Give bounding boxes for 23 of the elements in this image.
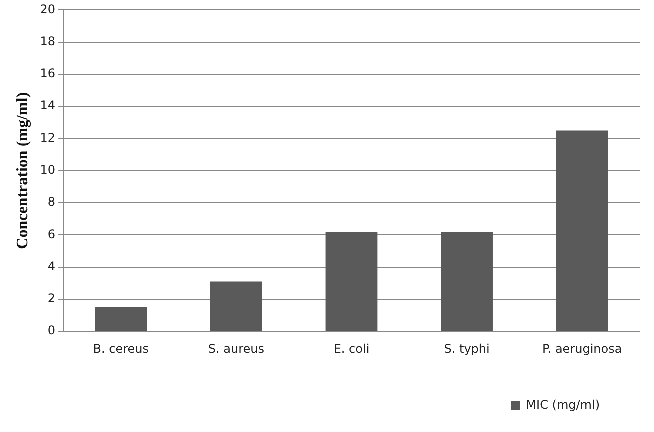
y-tick-label: 20 — [40, 2, 56, 16]
bar — [556, 130, 608, 332]
legend-label: MIC (mg/ml) — [526, 398, 600, 412]
bar — [326, 232, 378, 332]
y-tick-label: 10 — [40, 163, 56, 178]
bar — [441, 232, 493, 332]
x-tick-label: S. aureus — [208, 342, 264, 356]
y-tick-label: 12 — [40, 130, 56, 145]
y-axis-title: Concentration (mg/ml) — [14, 92, 32, 250]
y-tick-label: 14 — [40, 98, 56, 113]
y-tick-label: 6 — [48, 227, 56, 242]
x-tick-label: E. coli — [334, 342, 370, 356]
x-tick-label: B. cereus — [93, 342, 150, 356]
bar — [210, 282, 262, 332]
x-tick-label: S. typhi — [444, 342, 490, 356]
x-tick-label: P. aeruginosa — [542, 342, 622, 356]
y-tick-label: 4 — [48, 259, 56, 274]
y-tick-label: 16 — [40, 66, 56, 81]
y-tick-label: 0 — [48, 324, 56, 338]
bar — [95, 307, 148, 332]
y-tick-label: 18 — [40, 34, 56, 48]
y-tick-label: 2 — [48, 292, 56, 306]
y-tick-label: 8 — [48, 195, 56, 210]
